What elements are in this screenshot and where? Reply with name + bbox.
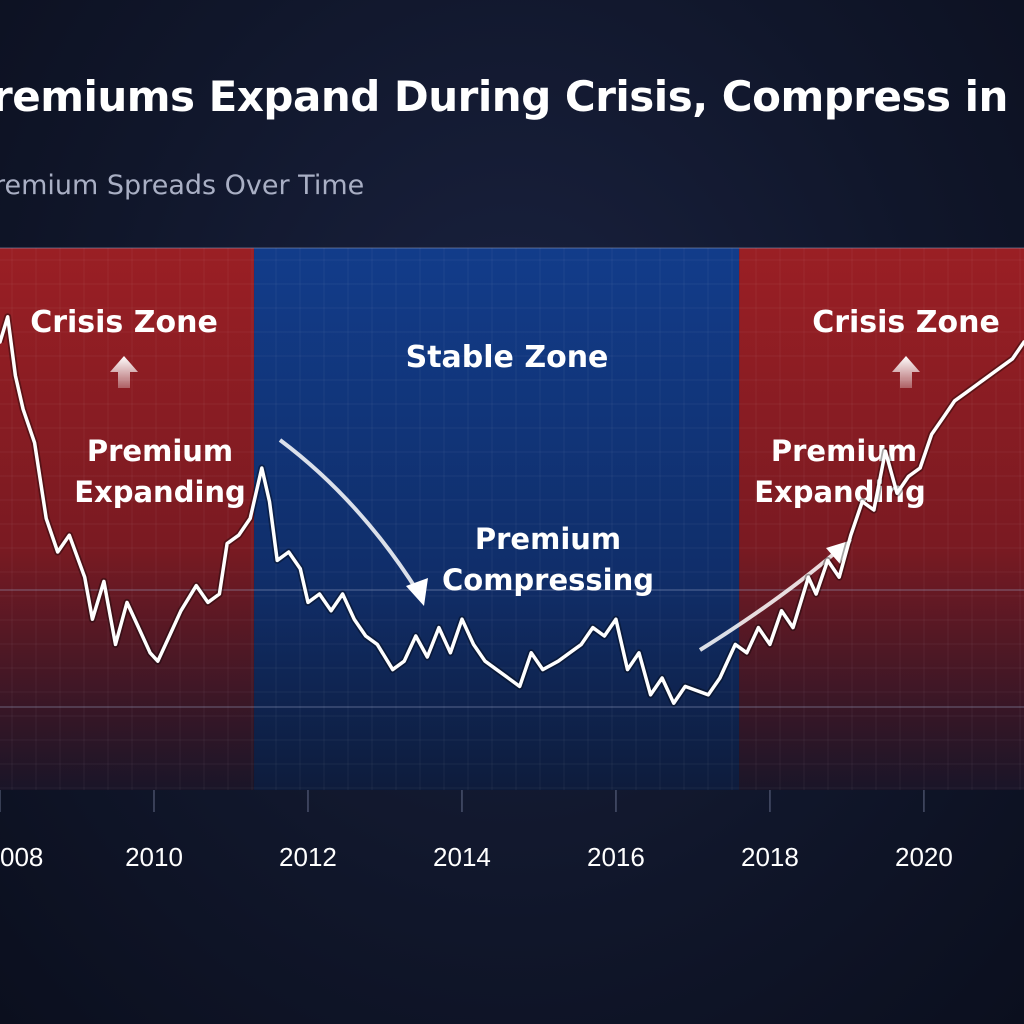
zone-note-line1: Premium bbox=[771, 434, 917, 468]
arrow-down-right-icon bbox=[406, 578, 428, 606]
zone-band-2 bbox=[739, 248, 1024, 790]
x-tick-label: 2012 bbox=[279, 842, 337, 872]
zone-label: Crisis Zone bbox=[30, 305, 218, 340]
zone-label: Crisis Zone bbox=[812, 305, 1000, 340]
arrow-up-icon bbox=[110, 356, 138, 388]
x-tick-label: 2016 bbox=[587, 842, 645, 872]
zone-note-line1: Premium bbox=[475, 522, 621, 556]
arrow-curve bbox=[278, 438, 420, 594]
series-line-0 bbox=[0, 315, 1024, 705]
x-tick-label: 008 bbox=[0, 842, 43, 872]
chart-title: remiums Expand During Crisis, Compress i… bbox=[0, 72, 1024, 121]
zone-band-1 bbox=[254, 248, 740, 790]
x-tick-label: 2014 bbox=[433, 842, 491, 872]
x-tick-label: 2010 bbox=[125, 842, 183, 872]
zone-note-line2: Expanding bbox=[74, 475, 246, 509]
x-tick-label: 2020 bbox=[895, 842, 953, 872]
zone-label: Stable Zone bbox=[406, 340, 609, 375]
zone-note-line1: Premium bbox=[87, 434, 233, 468]
chart-subtitle: remium Spreads Over Time bbox=[0, 170, 365, 201]
arrow-up-right-icon bbox=[826, 540, 852, 564]
zone-note-line2: Compressing bbox=[442, 563, 654, 597]
arrow-up-icon bbox=[892, 356, 920, 388]
x-tick-label: 2018 bbox=[741, 842, 799, 872]
arrow-curve bbox=[698, 550, 838, 652]
zone-band-0 bbox=[0, 248, 255, 790]
